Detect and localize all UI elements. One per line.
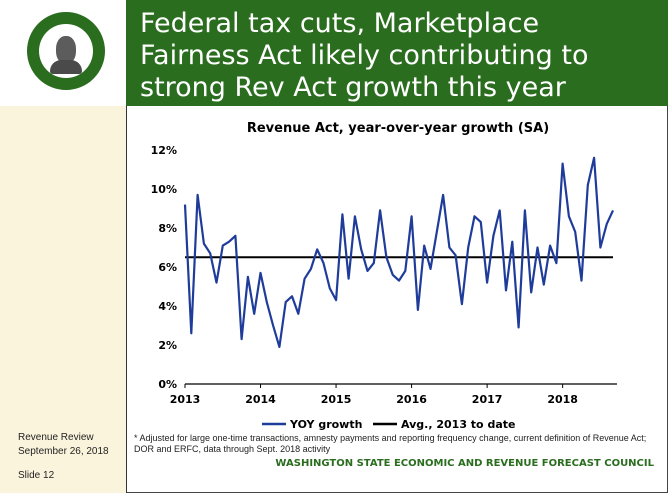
x-axis-ticks: 2013 2014 2015 2016 2017 2018 (170, 384, 578, 406)
chart-title: Revenue Act, year-over-year growth (SA) (246, 121, 550, 136)
y-tick-label: 6% (158, 261, 177, 274)
y-tick-label: 2% (158, 339, 177, 352)
chart-legend: YOY growth Avg., 2013 to date (262, 418, 515, 431)
x-tick-label: 2013 (170, 393, 201, 406)
yoy-growth-line (183, 156, 614, 348)
slide-number: Slide 12 (18, 470, 55, 481)
footnote: * Adjusted for large one-time transactio… (134, 433, 647, 454)
x-tick-label: 2018 (547, 393, 578, 406)
y-tick-label: 12% (151, 144, 177, 157)
y-tick-label: 8% (158, 222, 177, 235)
seal-box (0, 0, 126, 106)
y-axis-ticks: 0% 2% 4% 6% 8% 10% 12% (151, 144, 177, 391)
y-tick-label: 0% (158, 378, 177, 391)
x-tick-label: 2015 (321, 393, 352, 406)
slide-title: Federal tax cuts, Marketplace Fairness A… (140, 8, 589, 103)
sidebar-divider (126, 106, 127, 493)
x-tick-label: 2016 (396, 393, 427, 406)
seal-inner (39, 24, 93, 78)
slide-header: Federal tax cuts, Marketplace Fairness A… (0, 0, 668, 106)
seal-portrait-shoulders (50, 60, 82, 74)
council-name: WASHINGTON STATE ECONOMIC AND REVENUE FO… (275, 458, 654, 469)
review-title: Revenue Review (18, 432, 94, 443)
x-tick-label: 2014 (245, 393, 276, 406)
x-tick-label: 2017 (472, 393, 503, 406)
seal-portrait (56, 36, 76, 64)
legend-yoy-label: YOY growth (289, 418, 362, 431)
legend-average-label: Avg., 2013 to date (401, 418, 515, 431)
sidebar: Revenue Review September 26, 2018 Slide … (0, 106, 126, 493)
review-date: September 26, 2018 (18, 446, 109, 457)
y-tick-label: 4% (158, 300, 177, 313)
washington-state-seal-icon (27, 12, 105, 90)
y-tick-label: 10% (151, 183, 177, 196)
